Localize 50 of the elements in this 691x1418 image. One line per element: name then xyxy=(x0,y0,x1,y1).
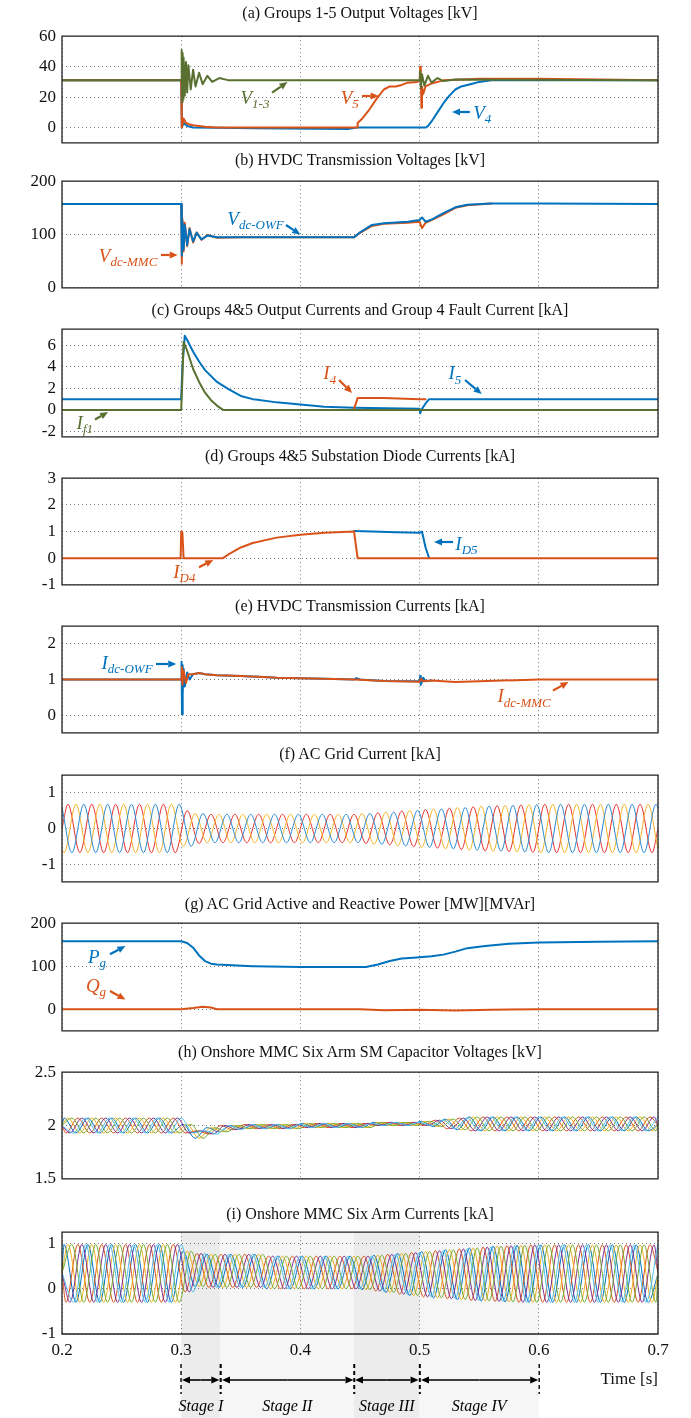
y-tick-label: 1 xyxy=(47,668,56,688)
chart-title: (f) AC Grid Current [kA] xyxy=(278,745,442,763)
band-label: Stage III xyxy=(359,1397,416,1416)
y-tick-label: 2.5 xyxy=(34,1061,56,1081)
band-label: Stage II xyxy=(262,1397,314,1416)
y-tick-label: 200 xyxy=(30,170,56,190)
x-tick-label: 0.7 xyxy=(647,1339,670,1359)
y-tick-label: 4 xyxy=(47,356,57,376)
chart-title: (i) Onshore MMC Six Arm Currents [kA] xyxy=(225,1205,495,1223)
y-tick-label: 40 xyxy=(39,56,56,76)
chart-title: (e) HVDC Transmission Currents [kA] xyxy=(234,597,486,615)
chart-title: (h) Onshore MMC Six Arm SM Capacitor Voltages [kV] xyxy=(177,1043,543,1061)
chart-title: (d) Groups 4&5 Substation Diode Currents [kA] xyxy=(203,447,517,465)
y-tick-label: 60 xyxy=(39,25,56,45)
chart-title: (b) HVDC Transmission Voltages [kV] xyxy=(233,151,487,169)
chart-title: (c) Groups 4&5 Output Currents and Group 4 Fault Current [kA] xyxy=(150,301,570,319)
y-tick-label: 0 xyxy=(47,277,56,297)
x-tick-label: 0.3 xyxy=(170,1339,192,1359)
y-tick-label: 2 xyxy=(47,633,56,653)
chart-title: (a) Groups 1-5 Output Voltages [kV] xyxy=(241,4,479,22)
y-tick-label: 100 xyxy=(30,223,56,243)
y-tick-label: 20 xyxy=(39,86,56,106)
y-tick-label: 0 xyxy=(47,998,56,1018)
y-tick-label: 0 xyxy=(47,817,56,837)
x-axis-title: Time [s] xyxy=(600,1369,658,1389)
band-label: Stage IV xyxy=(451,1397,509,1416)
x-tick-label: 0.4 xyxy=(289,1339,312,1359)
y-tick-label: 1 xyxy=(47,782,56,802)
y-tick-label: 200 xyxy=(30,912,56,932)
y-tick-label: 100 xyxy=(30,955,56,975)
y-tick-label: 1.5 xyxy=(34,1168,56,1188)
x-tick-label: 0.6 xyxy=(528,1339,550,1359)
y-tick-label: -2 xyxy=(41,420,56,440)
band-label: Stage I xyxy=(178,1397,224,1416)
y-tick-label: 6 xyxy=(47,334,56,354)
y-tick-label: 2 xyxy=(47,1114,56,1134)
y-tick-label: 0 xyxy=(47,1278,56,1298)
y-tick-label: 2 xyxy=(47,494,56,514)
y-tick-label: 0 xyxy=(47,704,56,724)
y-tick-label: 1 xyxy=(47,520,56,540)
y-tick-label: 1 xyxy=(47,1232,56,1252)
y-tick-label: -1 xyxy=(41,853,56,873)
x-tick-label: 0.5 xyxy=(408,1339,431,1359)
y-tick-label: -1 xyxy=(41,574,56,594)
y-tick-label: 0 xyxy=(47,117,56,137)
y-tick-label: 2 xyxy=(47,377,56,397)
y-tick-label: 0 xyxy=(47,547,56,567)
y-tick-label: 0 xyxy=(47,399,56,419)
y-tick-label: 3 xyxy=(47,467,56,487)
chart-title: (g) AC Grid Active and Reactive Power [MW][MVAr] xyxy=(183,895,537,913)
